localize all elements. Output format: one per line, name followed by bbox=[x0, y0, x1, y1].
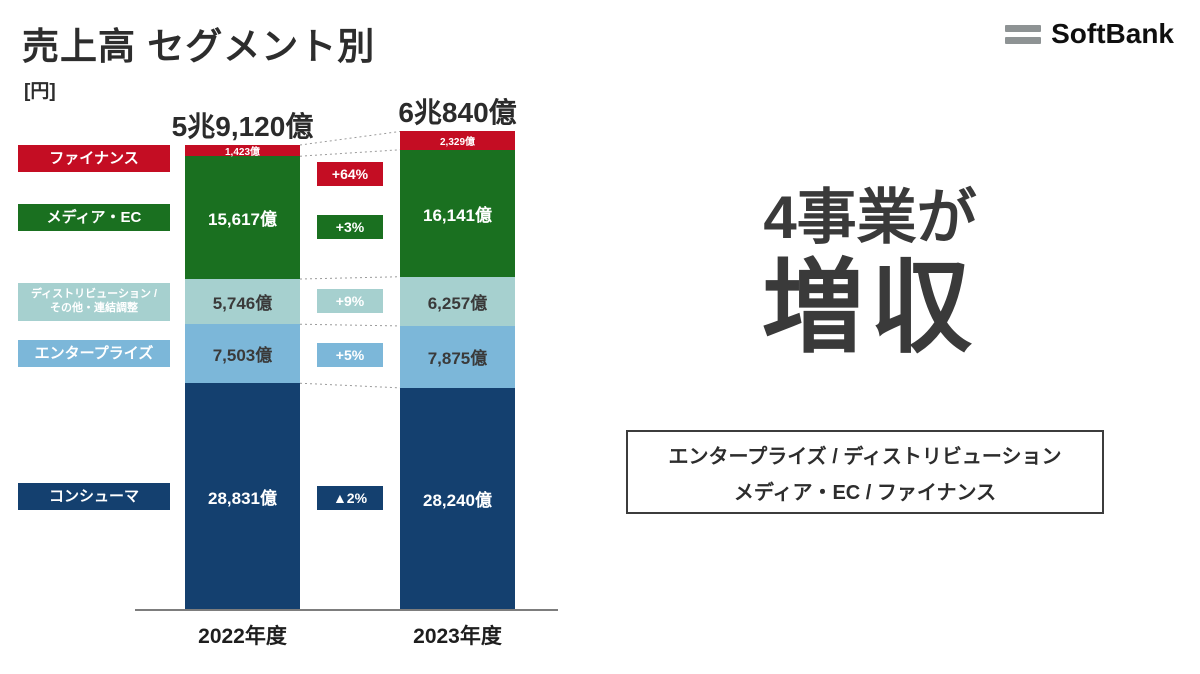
change-badge-media-ec: +3% bbox=[317, 215, 383, 240]
softbank-bars-icon bbox=[1005, 24, 1042, 44]
summary-box: エンタープライズ / ディストリビューション メディア・EC / ファイナンス bbox=[626, 430, 1104, 514]
legend-label-consumer: コンシューマ bbox=[18, 483, 170, 511]
segment-value-label: 6,257億 bbox=[427, 293, 488, 313]
legend-label-text: メディア・EC bbox=[46, 208, 142, 226]
segment-value-label: 28,240億 bbox=[423, 491, 492, 511]
bar-segment-media-ec-fy2023: 16,141億 bbox=[400, 149, 515, 277]
bar-segment-consumer-fy2022: 28,831億 bbox=[185, 383, 300, 610]
legend-label-text: ファイナンス bbox=[49, 149, 139, 167]
bar-segment-distribution-fy2022: 5,746億 bbox=[185, 279, 300, 325]
segment-connector-lines bbox=[300, 130, 400, 389]
change-badge-distribution: +9% bbox=[317, 289, 383, 314]
legend-label-text: コンシューマ bbox=[48, 487, 139, 505]
change-badge-enterprise: +5% bbox=[317, 343, 383, 368]
segment-value-label: 16,141億 bbox=[423, 205, 492, 225]
softbank-wordmark: SoftBank bbox=[1051, 18, 1174, 49]
bar-segment-media-ec-fy2022: 15,617億 bbox=[185, 156, 300, 280]
headline-line1: 4事業が bbox=[763, 184, 977, 251]
bar-segment-enterprise-fy2022: 7,503億 bbox=[185, 324, 300, 384]
total-label-fy2022: 5兆9,120億 bbox=[171, 111, 314, 142]
headline-line2: 増収 bbox=[762, 251, 978, 365]
softbank-logo: SoftBank bbox=[1005, 18, 1174, 50]
unit-label: [円] bbox=[24, 81, 56, 102]
segment-value-label: 1,423億 bbox=[224, 147, 261, 159]
bar-segment-distribution-fy2023: 6,257億 bbox=[400, 276, 515, 326]
legend-label-media-ec: メディア・EC bbox=[18, 204, 170, 232]
change-badge-consumer: ▲2% bbox=[317, 485, 383, 510]
page-title: 売上高 セグメント別 bbox=[22, 26, 376, 67]
legend-label-distribution: ディストリビューション / その他・連結調整 bbox=[18, 282, 170, 321]
segment-value-label: 7,875億 bbox=[427, 349, 488, 369]
bar-segment-consumer-fy2023: 28,240億 bbox=[400, 387, 515, 610]
bar-segment-finance-fy2022: 1,423億 bbox=[185, 145, 300, 159]
year-label-fy2022: 2022年度 bbox=[198, 625, 287, 648]
legend-label-enterprise: エンタープライズ bbox=[18, 340, 170, 368]
segment-value-label: 15,617億 bbox=[208, 210, 277, 230]
legend-label-finance: ファイナンス bbox=[18, 145, 170, 173]
segment-value-label: 7,503億 bbox=[212, 346, 273, 366]
legend-label-text: ディストリビューション / bbox=[30, 288, 158, 301]
change-badge-finance: +64% bbox=[317, 161, 383, 186]
summary-line-2: メディア・EC / ファイナンス bbox=[733, 481, 997, 504]
summary-line-1: エンタープライズ / ディストリビューション bbox=[668, 445, 1062, 468]
bar-segment-finance-fy2023: 2,329億 bbox=[400, 131, 515, 150]
segment-value-label: 2,329億 bbox=[439, 137, 476, 149]
bar-segment-enterprise-fy2023: 7,875億 bbox=[400, 325, 515, 388]
legend-label-text: その他・連結調整 bbox=[50, 301, 138, 314]
segment-value-label: 5,746億 bbox=[212, 294, 273, 314]
x-axis-line bbox=[135, 609, 558, 611]
legend-label-text: エンタープライズ bbox=[34, 344, 154, 362]
year-label-fy2023: 2023年度 bbox=[413, 625, 502, 648]
total-label-fy2023: 6兆840億 bbox=[398, 97, 517, 129]
segment-value-label: 28,831億 bbox=[208, 489, 277, 509]
